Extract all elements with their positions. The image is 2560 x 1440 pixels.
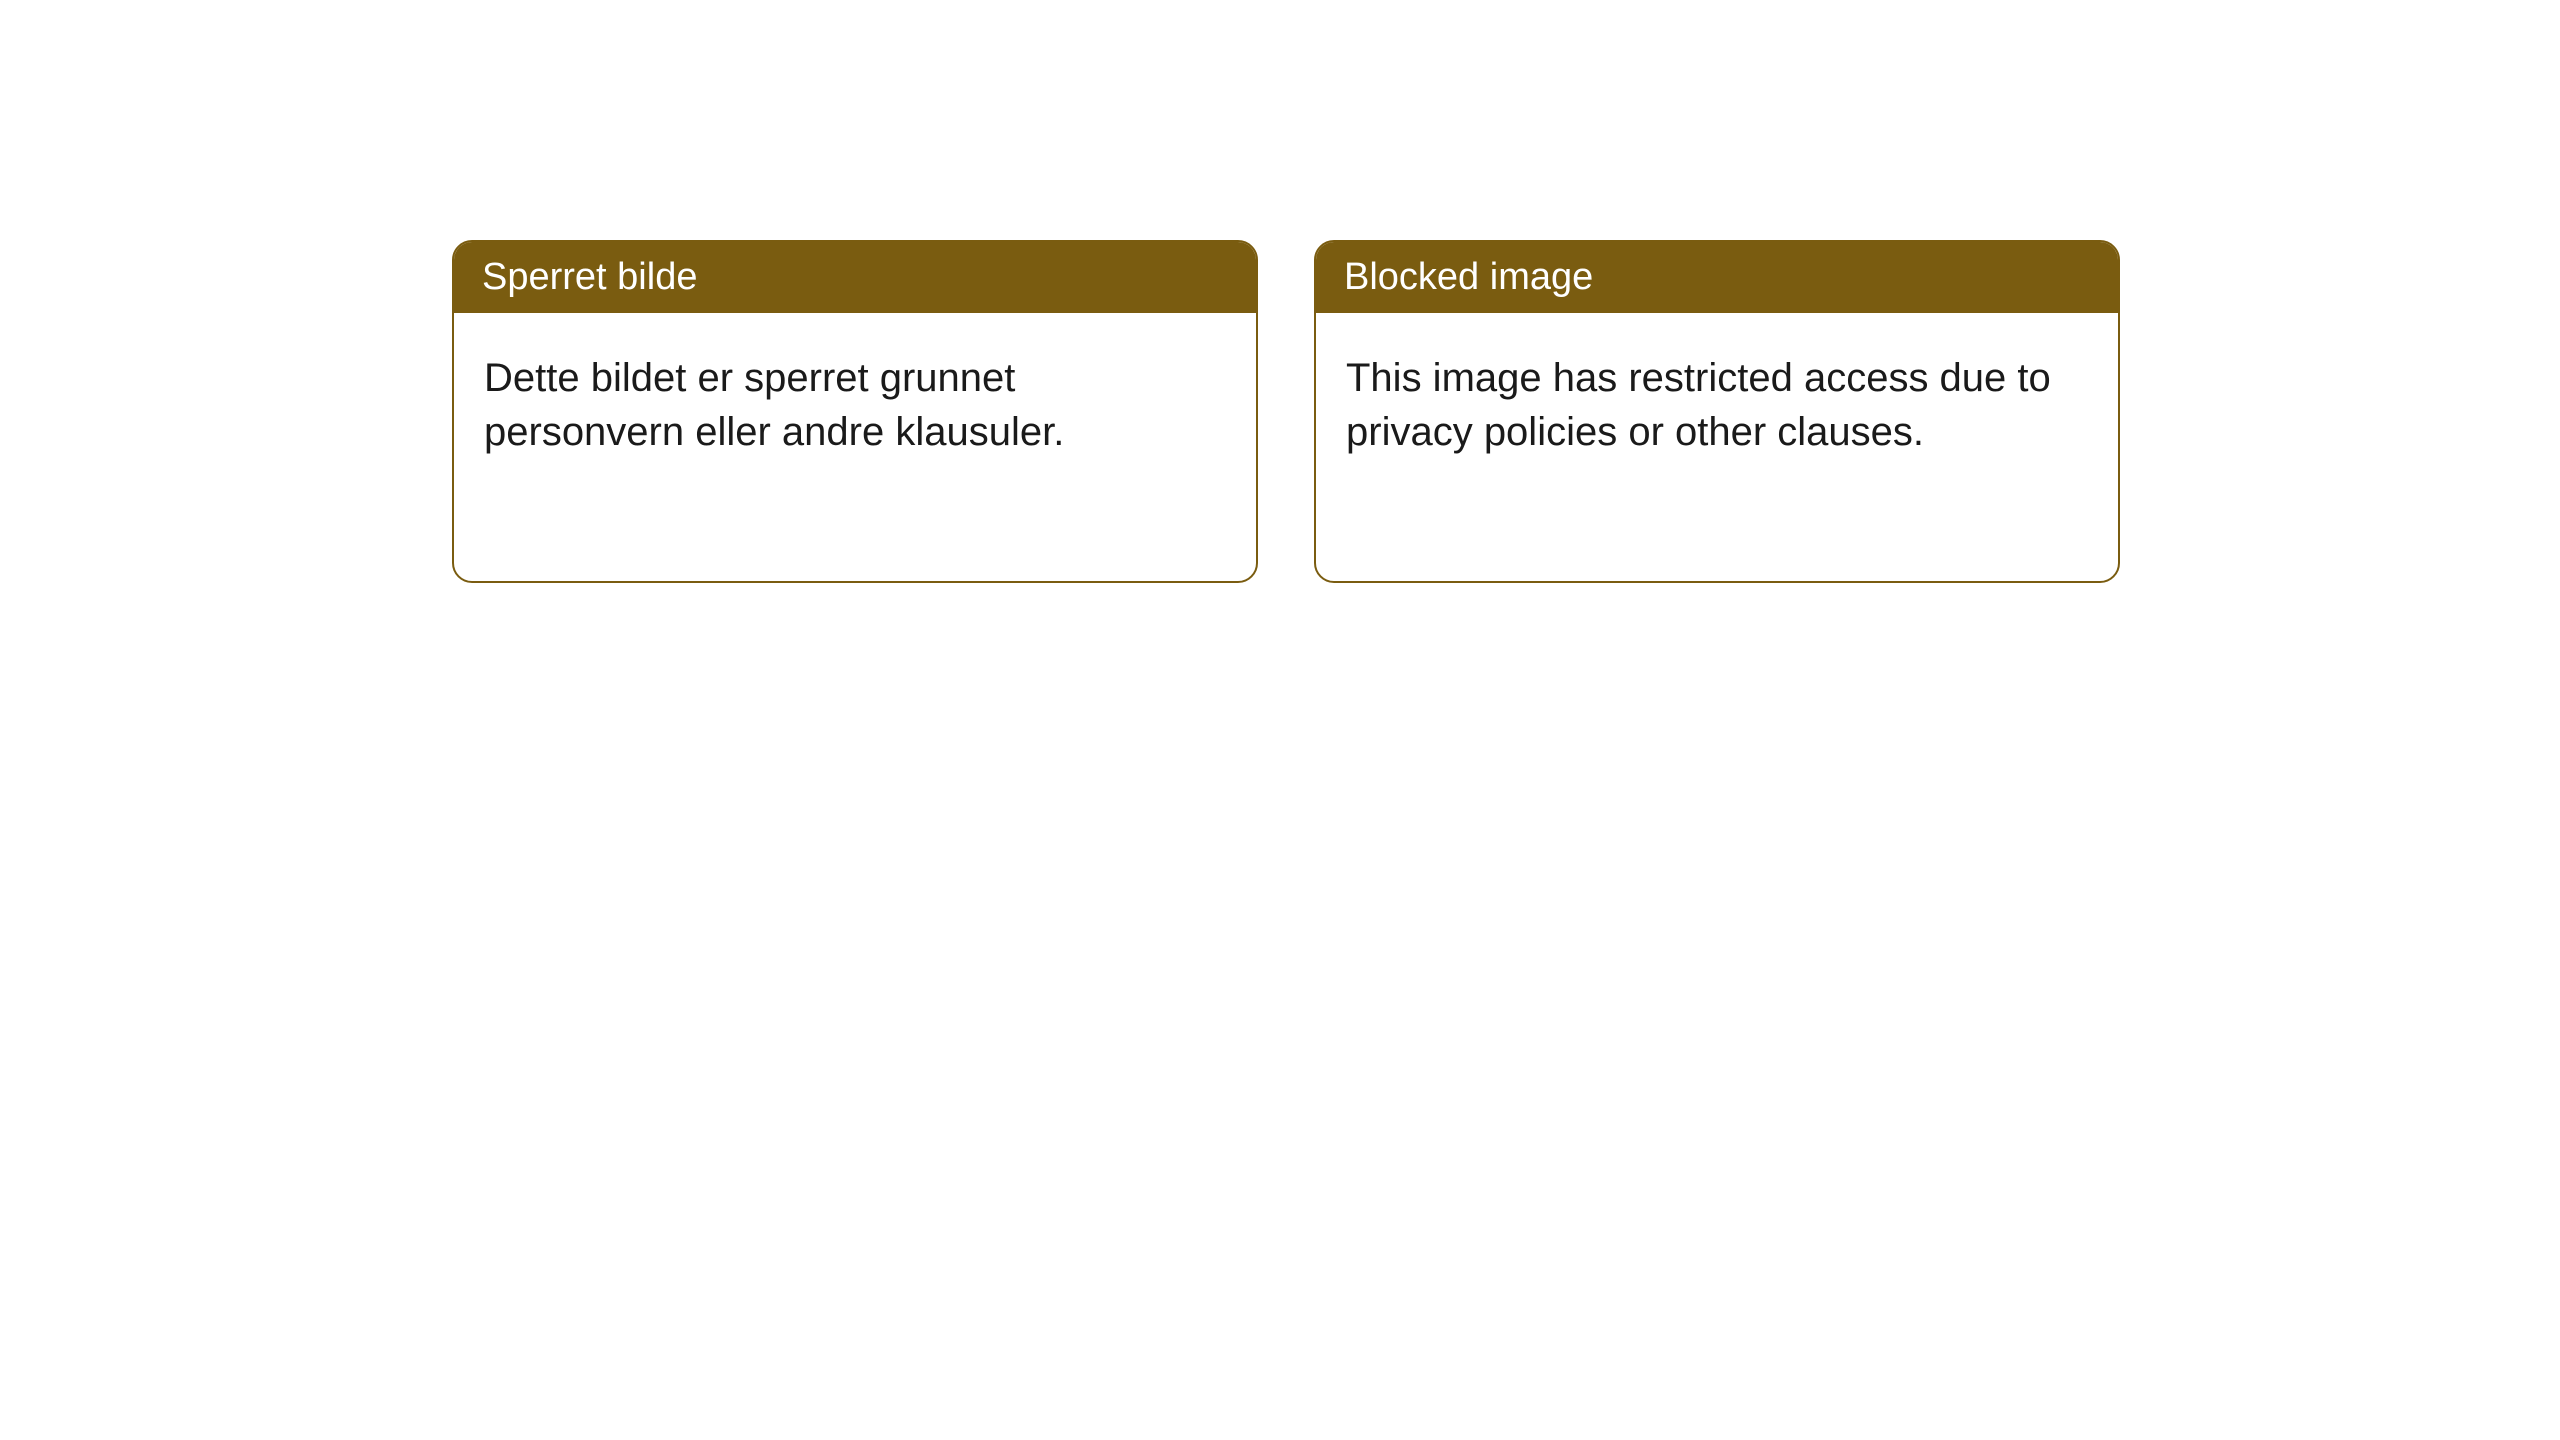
notice-container: Sperret bilde Dette bildet er sperret gr… (0, 0, 2560, 583)
blocked-image-card-english: Blocked image This image has restricted … (1314, 240, 2120, 583)
card-body-english: This image has restricted access due to … (1316, 313, 2118, 581)
blocked-image-card-norwegian: Sperret bilde Dette bildet er sperret gr… (452, 240, 1258, 583)
card-title-norwegian: Sperret bilde (454, 242, 1256, 313)
card-body-norwegian: Dette bildet er sperret grunnet personve… (454, 313, 1256, 581)
card-title-english: Blocked image (1316, 242, 2118, 313)
